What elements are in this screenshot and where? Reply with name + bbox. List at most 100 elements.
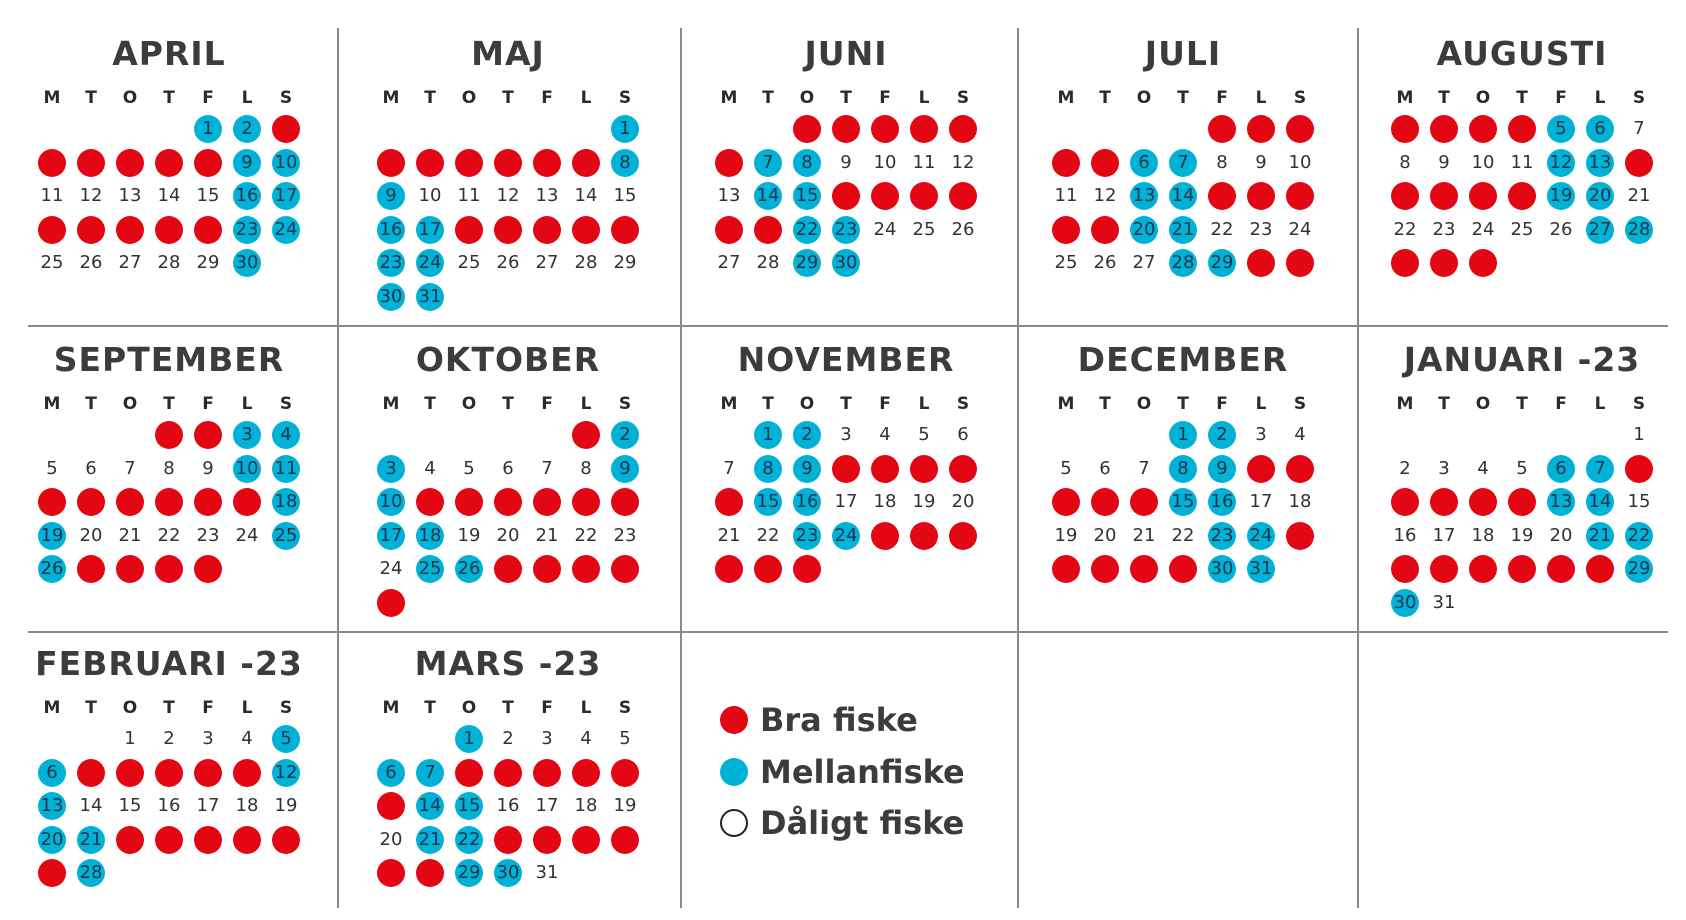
day-cell-mellan: 1 [1169, 421, 1197, 449]
day-cell: 10 [1471, 151, 1495, 173]
day-cell-bra: 30 [1430, 249, 1458, 277]
day-cell-bra: 3 [1286, 115, 1314, 143]
day-cell-bra: 30 [194, 555, 222, 583]
weekday-label: F [541, 88, 553, 108]
day-cell-mellan: 6 [1586, 115, 1614, 143]
weekday-label: T [1177, 394, 1189, 414]
day-cell-bra: 10 [1247, 454, 1275, 483]
month-title: MAJ [471, 34, 545, 73]
day-cell-bra: 28 [715, 555, 743, 583]
weekday-label: L [580, 88, 592, 108]
day-cell-bra: 4 [1508, 115, 1536, 143]
day-cell: 22 [574, 524, 598, 546]
weekday-label: M [1396, 394, 1414, 414]
weekday-label: F [202, 394, 214, 414]
weekday-label: T [502, 394, 514, 414]
weekday-label: T [1516, 394, 1528, 414]
day-cell: 19 [1054, 524, 1078, 546]
day-cell-mellan: 29 [793, 249, 821, 277]
weekday-label: O [122, 88, 138, 108]
day-cell-mellan: 23 [832, 215, 860, 244]
day-cell: 6 [1099, 457, 1111, 479]
day-cell: 1 [124, 728, 136, 749]
month-title: JANUARI -23 [1403, 340, 1641, 379]
day-cell-mellan: 1 [754, 421, 782, 449]
day-cell-bra: 16 [1247, 182, 1275, 210]
day-cell-bra: 31 [1286, 249, 1314, 277]
weekday-label: T [424, 394, 436, 414]
day-cell-mellan: 28 [1169, 249, 1197, 277]
day-cell: 13 [717, 185, 741, 206]
month-block: JUNI M T O T F L S 1 2 3 4 5 6 7 8 9 10 11 12 13 14 15 16 17 18 19… [689, 0, 1003, 300]
day-cell-bra: 26 [910, 521, 938, 550]
day-cell-bra: 25 [572, 825, 600, 854]
day-cell: 25 [1510, 218, 1534, 240]
day-cell: 16 [496, 795, 520, 816]
day-cell-mellan: 9 [1208, 454, 1236, 483]
day-cell: 11 [457, 185, 481, 206]
day-cell-mellan: 30 [1208, 555, 1236, 583]
day-cell: 9 [202, 457, 214, 479]
month-block: APRIL M T O T F L S 1 2 3 4 5 6 7 8 9 10 11 12 13 14 15 16 17 18 1… [12, 0, 326, 300]
day-cell: 9 [1438, 151, 1450, 173]
day-cell: 28 [574, 252, 598, 273]
day-cell-bra: 3 [871, 115, 899, 143]
weekday-label: S [279, 394, 293, 414]
day-cell-mellan: 14 [416, 792, 444, 820]
day-cell-bra: 10 [533, 758, 561, 787]
day-cell: 3 [1438, 457, 1450, 479]
day-cell-mellan: 14 [1169, 182, 1197, 210]
day-cell: 1 [1633, 424, 1645, 445]
day-cell-mellan: 4 [272, 421, 300, 449]
day-cell: 24 [1471, 218, 1495, 240]
day-cell-bra: 11 [1286, 454, 1314, 483]
day-cell: 23 [1432, 218, 1456, 240]
day-cell-bra: 7 [77, 758, 105, 787]
day-cell-bra: 29 [1391, 249, 1419, 277]
day-cell-mellan: 7 [416, 758, 444, 787]
weekday-label: M [720, 88, 738, 108]
day-cell-bra: 4 [910, 115, 938, 143]
weekday-label: T [424, 88, 436, 108]
day-cell-mellan: 9 [233, 148, 261, 177]
day-cell-mellan: 3 [377, 454, 405, 483]
day-cell-bra: 1 [793, 115, 821, 143]
day-cell-mellan: 12 [1547, 148, 1575, 177]
weekday-label: T [85, 394, 97, 414]
day-cell-bra: 29 [572, 555, 600, 583]
weekday-label: T [1438, 394, 1450, 414]
day-cell-bra: 12 [1052, 488, 1080, 516]
day-cell: 22 [1393, 218, 1417, 240]
day-cell-mellan: 14 [754, 182, 782, 210]
day-cell-mellan: 21 [77, 825, 105, 854]
day-cell: 14 [157, 185, 181, 206]
weekday-label: O [799, 394, 815, 414]
day-cell: 26 [951, 218, 975, 240]
day-cell-mellan: 10 [377, 488, 405, 516]
day-cell-mellan: 26 [455, 555, 483, 583]
legend-label: Dåligt fiske [760, 804, 965, 842]
day-cell-bra: 24 [1430, 555, 1458, 583]
day-cell: 18 [873, 491, 897, 512]
weekday-label: S [1632, 88, 1646, 108]
weekday-label: O [461, 88, 477, 108]
day-cell: 20 [79, 524, 103, 546]
day-cell-bra: 8 [455, 758, 483, 787]
weekday-label: T [502, 698, 514, 718]
weekday-label: F [879, 394, 891, 414]
day-cell-mellan: 8 [793, 148, 821, 177]
day-cell-bra: 10 [1430, 488, 1458, 516]
weekday-label: T [1177, 88, 1189, 108]
day-cell-bra: 30 [1247, 249, 1275, 277]
day-cell-mellan: 24 [416, 249, 444, 277]
month-title: JUNI [804, 34, 888, 73]
weekday-label: L [580, 698, 592, 718]
day-cell: 2 [502, 728, 514, 749]
day-cell: 26 [496, 252, 520, 273]
day-cell-bra: 31 [1469, 249, 1497, 277]
day-cell: 18 [1471, 524, 1495, 546]
weekday-label: T [1438, 88, 1450, 108]
day-cell-bra: 29 [754, 555, 782, 583]
white-dot-icon [720, 809, 748, 837]
day-cell-bra: 13 [77, 488, 105, 516]
